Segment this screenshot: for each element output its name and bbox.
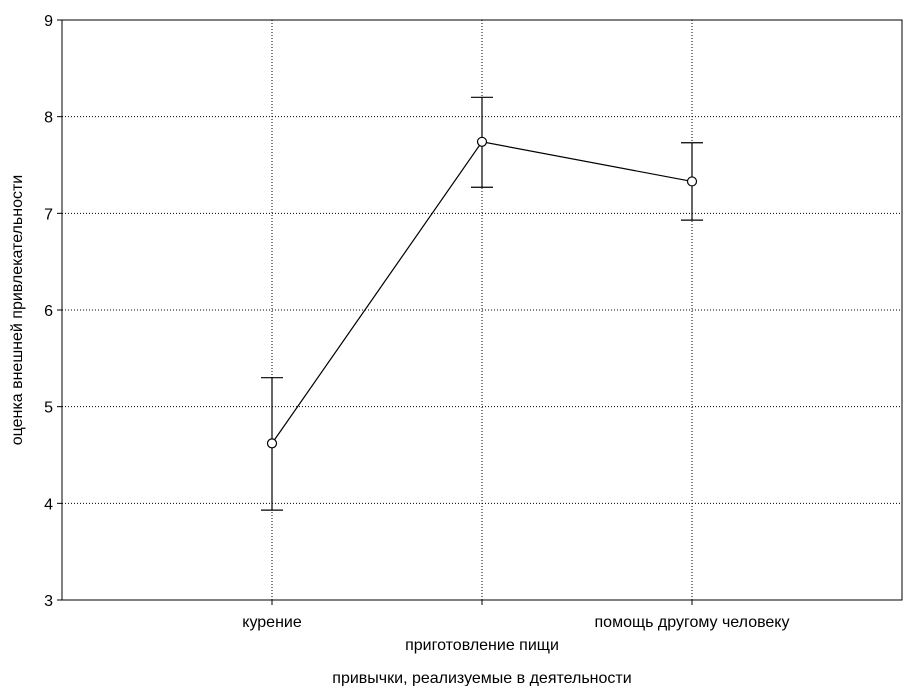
- y-tick-label: 4: [44, 496, 53, 513]
- x-tick-label: помощь другому человеку: [595, 614, 790, 631]
- y-tick-label: 7: [44, 206, 53, 223]
- x-tick-label: курение: [242, 614, 302, 631]
- y-axis-ticks: 3 4 5 6 7 8 9: [44, 13, 62, 610]
- y-tick-label: 9: [44, 13, 53, 30]
- data-point: [476, 136, 488, 147]
- y-tick-label: 3: [44, 593, 53, 610]
- y-tick-label: 5: [44, 400, 53, 417]
- y-tick-label: 8: [44, 110, 53, 127]
- data-point: [266, 438, 278, 449]
- y-tick-label: 6: [44, 303, 53, 320]
- x-axis-ticks: курение приготовление пищи помощь другому …: [242, 600, 789, 654]
- series-marks: [261, 96, 703, 511]
- data-point: [686, 176, 698, 187]
- x-tick-label: приготовление пищи: [405, 637, 559, 654]
- x-axis-label: привычки, реализуемые в деятельности: [332, 670, 631, 686]
- y-axis-label: оценка внешней привлекательности: [9, 175, 26, 445]
